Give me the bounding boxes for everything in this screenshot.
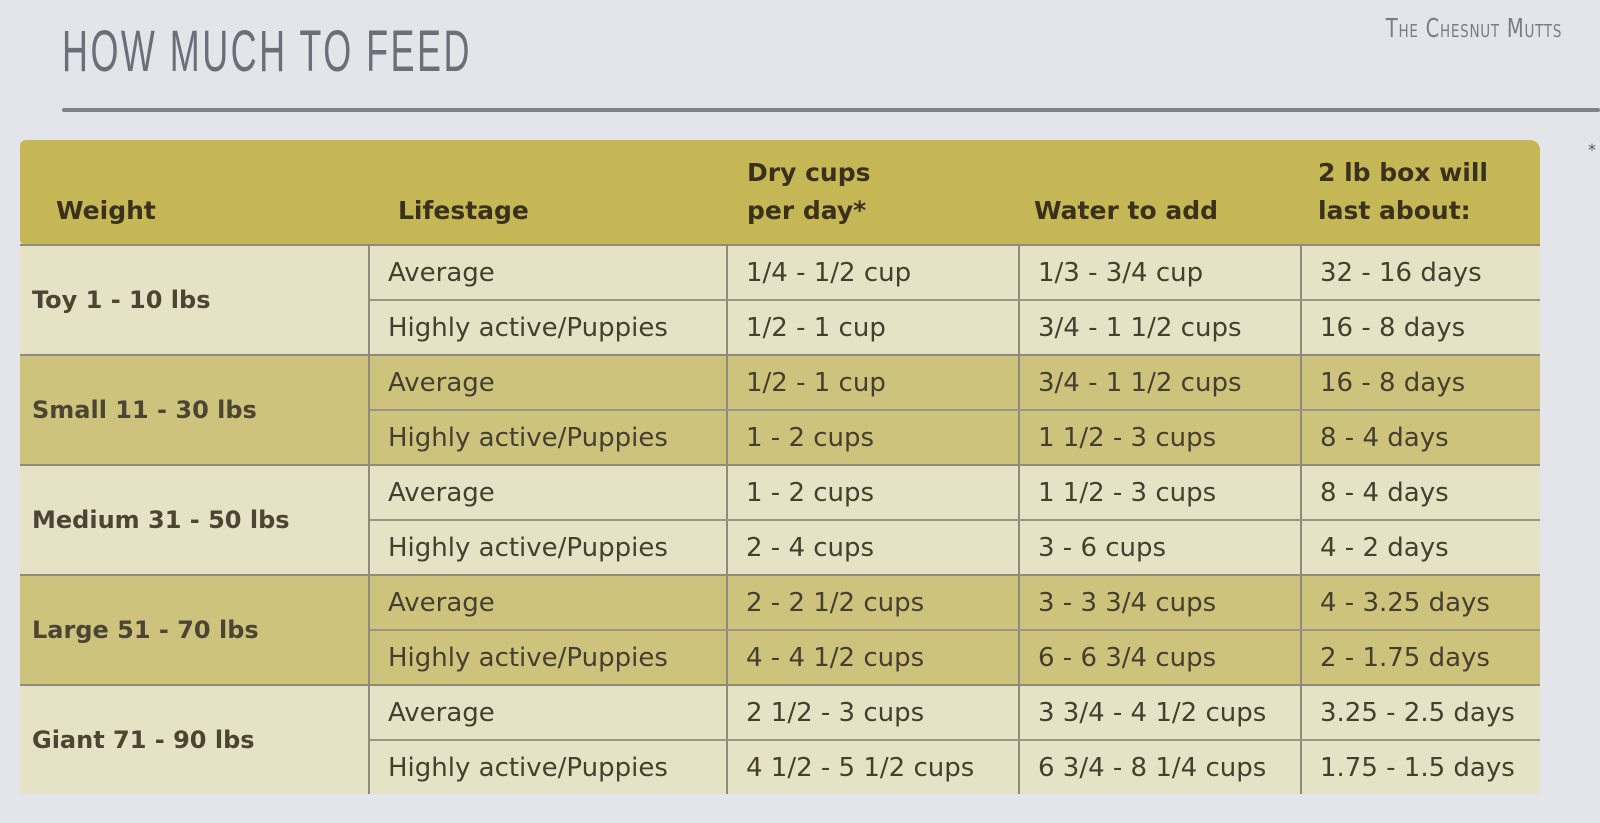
- table-header: Weight Lifestage Dry cups per day* Water …: [20, 140, 1540, 244]
- header-water: Water to add: [1034, 196, 1218, 225]
- footnote-mark: *: [1588, 140, 1596, 159]
- header-weight: Weight: [56, 196, 156, 225]
- duration-cell: 8 - 4 days: [1320, 477, 1449, 508]
- duration-cell: 8 - 4 days: [1320, 422, 1449, 453]
- lifestage-cell: Average: [370, 246, 728, 299]
- water-cell: 3 - 6 cups: [1020, 521, 1302, 574]
- table-row: Highly active/Puppies 1/2 - 1 cup 3/4 - 1 …: [370, 299, 1540, 354]
- table-row: Highly active/Puppies 4 - 4 1/2 cups 6 - 6…: [370, 629, 1540, 684]
- lifestage-cell: Highly active/Puppies: [370, 631, 728, 684]
- brand-name: The Chesnut Mutts: [1385, 14, 1562, 44]
- dry-cups-cell: 1 - 2 cups: [728, 411, 1020, 464]
- lifestage-cell: Average: [370, 356, 728, 409]
- water-cell: 1 1/2 - 3 cups: [1020, 466, 1302, 519]
- duration-cell: 3.25 - 2.5 days: [1320, 697, 1515, 728]
- weight-cell: Toy 1 - 10 lbs: [20, 246, 370, 354]
- lifestage-cell: Average: [370, 466, 728, 519]
- table-row: Highly active/Puppies 4 1/2 - 5 1/2 cups 6…: [370, 739, 1540, 794]
- dry-cups-cell: 2 - 4 cups: [728, 521, 1020, 574]
- dry-cups-cell: 4 1/2 - 5 1/2 cups: [728, 741, 1020, 794]
- water-cell: 1/3 - 3/4 cup: [1020, 246, 1302, 299]
- header-box-duration: 2 lb box will last about:: [1318, 154, 1488, 230]
- table-row: Highly active/Puppies 2 - 4 cups 3 - 6 cup…: [370, 519, 1540, 574]
- weight-cell: Large 51 - 70 lbs: [20, 576, 370, 684]
- duration-cell: 1.75 - 1.5 days: [1320, 752, 1515, 783]
- weight-group: Small 11 - 30 lbs Average 1/2 - 1 cup 3/4 -…: [20, 354, 1540, 464]
- dry-cups-cell: 2 1/2 - 3 cups: [728, 686, 1020, 739]
- duration-cell: 16 - 8 days: [1320, 367, 1466, 398]
- header-box-line2: last about:: [1318, 196, 1471, 225]
- duration-cell: 32 - 16 days: [1320, 257, 1482, 288]
- lifestage-cell: Average: [370, 576, 728, 629]
- water-cell: 3 3/4 - 4 1/2 cups: [1020, 686, 1302, 739]
- weight-cell: Medium 31 - 50 lbs: [20, 466, 370, 574]
- table-row: Average 1 - 2 cups 1 1/2 - 3 cups 8 - 4 day…: [370, 466, 1540, 519]
- lifestage-cell: Highly active/Puppies: [370, 411, 728, 464]
- dry-cups-cell: 1/2 - 1 cup: [728, 301, 1020, 354]
- lifestage-cell: Highly active/Puppies: [370, 521, 728, 574]
- page-title: HOW MUCH TO FEED: [62, 19, 472, 84]
- duration-cell: 16 - 8 days: [1320, 312, 1466, 343]
- header-dry-line1: Dry cups: [747, 158, 871, 187]
- duration-cell: 4 - 3.25 days: [1320, 587, 1490, 618]
- header-box-line1: 2 lb box will: [1318, 158, 1488, 187]
- water-cell: 6 3/4 - 8 1/4 cups: [1020, 741, 1302, 794]
- table-row: Average 1/4 - 1/2 cup 1/3 - 3/4 cup 32 - 16…: [370, 246, 1540, 299]
- dry-cups-cell: 4 - 4 1/2 cups: [728, 631, 1020, 684]
- weight-group: Medium 31 - 50 lbs Average 1 - 2 cups 1 1/2…: [20, 464, 1540, 574]
- water-cell: 3 - 3 3/4 cups: [1020, 576, 1302, 629]
- table-row: Average 2 - 2 1/2 cups 3 - 3 3/4 cups 4 - 3…: [370, 576, 1540, 629]
- weight-cell: Small 11 - 30 lbs: [20, 356, 370, 464]
- dry-cups-cell: 1/4 - 1/2 cup: [728, 246, 1020, 299]
- lifestage-cell: Highly active/Puppies: [370, 741, 728, 794]
- water-cell: 6 - 6 3/4 cups: [1020, 631, 1302, 684]
- water-cell: 1 1/2 - 3 cups: [1020, 411, 1302, 464]
- weight-group: Toy 1 - 10 lbs Average 1/4 - 1/2 cup 1/3 - …: [20, 244, 1540, 354]
- dry-cups-cell: 2 - 2 1/2 cups: [728, 576, 1020, 629]
- header-dry-line2: per day*: [747, 196, 867, 225]
- weight-group: Giant 71 - 90 lbs Average 2 1/2 - 3 cups 3 …: [20, 684, 1540, 794]
- dry-cups-cell: 1/2 - 1 cup: [728, 356, 1020, 409]
- weight-group: Large 51 - 70 lbs Average 2 - 2 1/2 cups 3 …: [20, 574, 1540, 684]
- duration-cell: 4 - 2 days: [1320, 532, 1449, 563]
- table-row: Highly active/Puppies 1 - 2 cups 1 1/2 - 3…: [370, 409, 1540, 464]
- table-body: Toy 1 - 10 lbs Average 1/4 - 1/2 cup 1/3 - …: [20, 244, 1540, 794]
- water-cell: 3/4 - 1 1/2 cups: [1020, 356, 1302, 409]
- table-row: Average 2 1/2 - 3 cups 3 3/4 - 4 1/2 cups 3…: [370, 686, 1540, 739]
- dry-cups-cell: 1 - 2 cups: [728, 466, 1020, 519]
- title-divider: [62, 108, 1600, 112]
- lifestage-cell: Average: [370, 686, 728, 739]
- feeding-table: Weight Lifestage Dry cups per day* Water …: [20, 140, 1540, 794]
- water-cell: 3/4 - 1 1/2 cups: [1020, 301, 1302, 354]
- duration-cell: 2 - 1.75 days: [1320, 642, 1490, 673]
- table-row: Average 1/2 - 1 cup 3/4 - 1 1/2 cups 16 - 8…: [370, 356, 1540, 409]
- header-dry-cups: Dry cups per day*: [747, 154, 870, 230]
- header-lifestage: Lifestage: [398, 196, 529, 225]
- lifestage-cell: Highly active/Puppies: [370, 301, 728, 354]
- weight-cell: Giant 71 - 90 lbs: [20, 686, 370, 794]
